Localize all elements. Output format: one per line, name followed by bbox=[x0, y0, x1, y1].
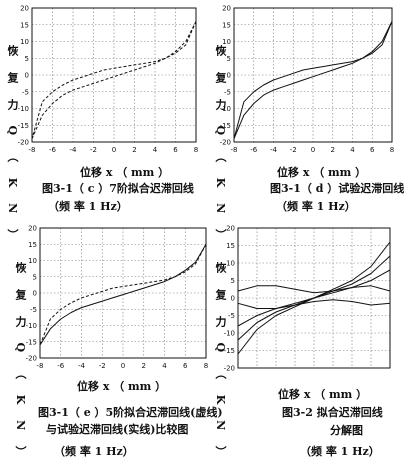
chart-b-y-tick-label: -20 bbox=[220, 139, 231, 147]
chart-b-y-tick-label: -5 bbox=[224, 88, 231, 96]
chart-d-plot-frame bbox=[237, 227, 391, 369]
chart-a-y-tick-label: -15 bbox=[18, 122, 29, 130]
chart-c-y-tick-label: 0 bbox=[33, 290, 37, 298]
chart-d-y-tick-label: -15 bbox=[224, 347, 235, 355]
chart-c-x-tick-label: -8 bbox=[37, 362, 44, 370]
chart-c-y-tick-label: 10 bbox=[28, 257, 37, 265]
chart-a-y-tick-label: -10 bbox=[18, 105, 29, 113]
chart-c-x-tick-label: 8 bbox=[204, 362, 208, 370]
chart-b-x-tick-label: 8 bbox=[390, 146, 394, 154]
y-axis-label-c: 恢 复 力 Q （ K N ） bbox=[14, 262, 27, 464]
chart-b-y-tick-label: 10 bbox=[222, 38, 231, 46]
chart-c-y-tick-label: -15 bbox=[26, 338, 37, 346]
chart-a-x-tick-label: 6 bbox=[173, 146, 178, 154]
chart-a-y-tick-label: 15 bbox=[20, 21, 29, 29]
chart-d-y-tick-label: -20 bbox=[224, 365, 235, 373]
chart-a-x-tick-label: 4 bbox=[153, 146, 158, 154]
chart-d-y-tick-label: 20 bbox=[226, 225, 235, 233]
chart-c-y-tick-label: 15 bbox=[28, 241, 37, 249]
caption-d-title: 图3-2 拟合迟滞回线 bbox=[282, 406, 383, 419]
chart-a-y-tick-label: 10 bbox=[20, 38, 29, 46]
x-axis-label-a: 位移 x （ mm ） bbox=[80, 166, 170, 179]
x-axis-label-d: 位移 x （ mm ） bbox=[278, 388, 368, 401]
chart-b-x-tick-label: -8 bbox=[231, 146, 238, 154]
caption-d-sub: 分解图 bbox=[330, 424, 363, 437]
y-axis-label-a: 恢 复 力 Q （ K N ） bbox=[6, 45, 19, 247]
chart-b-y-tick-label: 20 bbox=[222, 5, 231, 13]
chart-a-series-2-line bbox=[31, 21, 197, 139]
chart-a-y-tick-label: 0 bbox=[25, 72, 29, 80]
chart-a-y-tick-label: -5 bbox=[22, 88, 29, 96]
chart-c-x-tick-label: -6 bbox=[57, 362, 65, 370]
x-axis-label-b: 位移 x （ mm ） bbox=[277, 166, 367, 179]
y-axis-label-d: 恢 复 力 Q （ K N ） bbox=[214, 262, 227, 464]
chart-d-y-tick-label: 10 bbox=[226, 260, 235, 268]
y-axis-label-b: 恢 复 力 Q （ K N ） bbox=[214, 45, 227, 247]
chart-c-x-tick-label: 0 bbox=[121, 362, 125, 370]
chart-b-x-tick-label: -2 bbox=[290, 146, 297, 154]
chart-c-x-tick-label: -2 bbox=[99, 362, 106, 370]
x-axis-label-c: 位移 x （ mm ） bbox=[77, 380, 167, 393]
chart-c-x-tick-label: 2 bbox=[142, 362, 146, 370]
chart-a-y-tick-label: -20 bbox=[18, 139, 29, 147]
caption-c-title: 图3-1（ e ）5阶拟合迟滞回线(虚线) bbox=[38, 406, 223, 419]
chart-b-y-tick-label: -10 bbox=[220, 105, 231, 113]
chart-d-series-2-line bbox=[237, 299, 391, 309]
chart-c-series-2-line bbox=[39, 244, 207, 346]
chart-b-x-tick-label: 6 bbox=[370, 146, 375, 154]
chart-b-plot-frame bbox=[233, 7, 393, 143]
caption-c-compare: 与试验迟滞回线(实线)比较图 bbox=[46, 423, 189, 436]
caption-a-title: 图3-1（ c ）7阶拟合迟滞回线 bbox=[42, 182, 194, 195]
chart-c-y-tick-label: 5 bbox=[33, 273, 37, 281]
chart-b-x-tick-label: 4 bbox=[350, 146, 355, 154]
chart-a-y-tick-label: 20 bbox=[20, 5, 29, 13]
chart-b-x-tick-label: -6 bbox=[250, 146, 258, 154]
chart-b-x-tick-label: -4 bbox=[270, 146, 278, 154]
caption-b-freq: （频 率 1 Hz） bbox=[276, 200, 356, 213]
chart-c-x-tick-label: -4 bbox=[78, 362, 86, 370]
chart-d-y-tick-label: -5 bbox=[228, 312, 235, 320]
chart-a-x-tick-label: 0 bbox=[112, 146, 116, 154]
chart-a-y-tick-label: 5 bbox=[25, 55, 29, 63]
caption-a-freq: （频 率 1 Hz） bbox=[48, 200, 128, 213]
chart-b-x-tick-label: 2 bbox=[331, 146, 335, 154]
chart-d-series-5-line bbox=[237, 269, 391, 327]
chart-c-x-tick-label: 4 bbox=[162, 362, 167, 370]
chart-a-x-tick-label: -6 bbox=[49, 146, 57, 154]
caption-d-freq: （频 率 1 Hz） bbox=[300, 445, 380, 458]
chart-a-x-tick-label: 8 bbox=[194, 146, 198, 154]
chart-a-x-tick-label: -2 bbox=[90, 146, 97, 154]
caption-c-freq: （频 率 1 Hz） bbox=[54, 445, 134, 458]
chart-c-y-tick-label: 20 bbox=[28, 225, 37, 233]
chart-c-plot-frame bbox=[39, 227, 207, 359]
chart-d-y-tick-label: 15 bbox=[226, 242, 235, 250]
chart-c-y-tick-label: -20 bbox=[26, 355, 37, 363]
chart-b-y-tick-label: 0 bbox=[227, 72, 231, 80]
chart-b-series-2-line bbox=[233, 21, 393, 139]
chart-a-x-tick-label: 2 bbox=[132, 146, 136, 154]
chart-d-y-tick-label: 5 bbox=[231, 277, 235, 285]
chart-b-y-tick-label: 5 bbox=[227, 55, 231, 63]
chart-b-x-tick-label: 0 bbox=[311, 146, 315, 154]
chart-b-y-tick-label: 15 bbox=[222, 21, 231, 29]
chart-b-y-tick-label: -15 bbox=[220, 122, 231, 130]
chart-c-y-tick-label: -5 bbox=[30, 306, 37, 314]
chart-d-y-tick-label: -10 bbox=[224, 330, 235, 338]
chart-a-x-tick-label: -4 bbox=[70, 146, 78, 154]
chart-d-series-1-line bbox=[237, 285, 391, 294]
caption-b-title: 图3-1（ d ）试验迟滞回线 bbox=[270, 182, 404, 195]
chart-a-plot-frame bbox=[31, 7, 197, 143]
chart-c-y-tick-label: -10 bbox=[26, 322, 37, 330]
chart-c-x-tick-label: 6 bbox=[183, 362, 188, 370]
chart-d-y-tick-label: 0 bbox=[231, 295, 235, 303]
chart-a-x-tick-label: -8 bbox=[29, 146, 36, 154]
